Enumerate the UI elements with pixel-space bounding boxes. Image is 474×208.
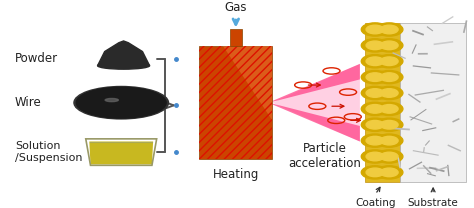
Polygon shape <box>273 64 360 102</box>
Ellipse shape <box>375 150 403 163</box>
Ellipse shape <box>361 150 389 163</box>
Ellipse shape <box>375 71 403 84</box>
Ellipse shape <box>366 89 384 97</box>
Ellipse shape <box>111 99 132 106</box>
Ellipse shape <box>361 39 389 52</box>
Ellipse shape <box>107 98 136 108</box>
Ellipse shape <box>366 57 384 66</box>
Text: Particle
acceleration: Particle acceleration <box>288 142 361 170</box>
Ellipse shape <box>380 73 398 81</box>
Ellipse shape <box>76 87 166 118</box>
Ellipse shape <box>86 90 156 115</box>
Ellipse shape <box>366 41 384 50</box>
Ellipse shape <box>93 93 150 113</box>
Ellipse shape <box>380 105 398 113</box>
Ellipse shape <box>380 120 398 129</box>
Ellipse shape <box>380 89 398 97</box>
Ellipse shape <box>366 25 384 34</box>
Ellipse shape <box>361 102 389 115</box>
Ellipse shape <box>361 166 389 179</box>
Ellipse shape <box>361 86 389 100</box>
Ellipse shape <box>380 41 398 50</box>
Polygon shape <box>223 46 273 120</box>
Ellipse shape <box>366 168 384 177</box>
FancyBboxPatch shape <box>365 23 400 182</box>
Text: Solution
/Suspension: Solution /Suspension <box>15 141 82 163</box>
Text: Substrate: Substrate <box>408 198 458 208</box>
Ellipse shape <box>361 134 389 147</box>
Polygon shape <box>89 141 153 165</box>
Ellipse shape <box>100 95 143 110</box>
Ellipse shape <box>375 23 403 36</box>
Ellipse shape <box>375 55 403 68</box>
Ellipse shape <box>380 152 398 161</box>
FancyBboxPatch shape <box>230 29 242 46</box>
Ellipse shape <box>74 87 168 119</box>
Ellipse shape <box>361 23 389 36</box>
Ellipse shape <box>366 136 384 145</box>
FancyBboxPatch shape <box>199 46 273 159</box>
Ellipse shape <box>375 86 403 100</box>
Polygon shape <box>273 104 360 141</box>
Ellipse shape <box>361 71 389 84</box>
Ellipse shape <box>380 136 398 145</box>
Ellipse shape <box>92 93 151 113</box>
Ellipse shape <box>366 120 384 129</box>
Text: Heating: Heating <box>213 168 259 181</box>
Ellipse shape <box>380 168 398 177</box>
Ellipse shape <box>98 62 150 69</box>
Ellipse shape <box>366 73 384 81</box>
Ellipse shape <box>375 134 403 147</box>
Ellipse shape <box>105 98 118 102</box>
Text: Wire: Wire <box>15 96 42 109</box>
Ellipse shape <box>366 105 384 113</box>
Polygon shape <box>98 41 150 66</box>
Ellipse shape <box>375 118 403 131</box>
FancyBboxPatch shape <box>400 23 466 182</box>
Text: Coating: Coating <box>355 198 395 208</box>
Ellipse shape <box>94 93 148 112</box>
Polygon shape <box>273 64 360 141</box>
Text: Powder: Powder <box>15 52 58 65</box>
Ellipse shape <box>375 102 403 115</box>
Ellipse shape <box>361 118 389 131</box>
Ellipse shape <box>83 90 159 116</box>
Ellipse shape <box>103 97 139 109</box>
Text: Gas: Gas <box>225 1 247 14</box>
Ellipse shape <box>375 166 403 179</box>
Ellipse shape <box>361 55 389 68</box>
Ellipse shape <box>375 39 403 52</box>
Ellipse shape <box>366 152 384 161</box>
Ellipse shape <box>380 57 398 66</box>
Ellipse shape <box>380 25 398 34</box>
